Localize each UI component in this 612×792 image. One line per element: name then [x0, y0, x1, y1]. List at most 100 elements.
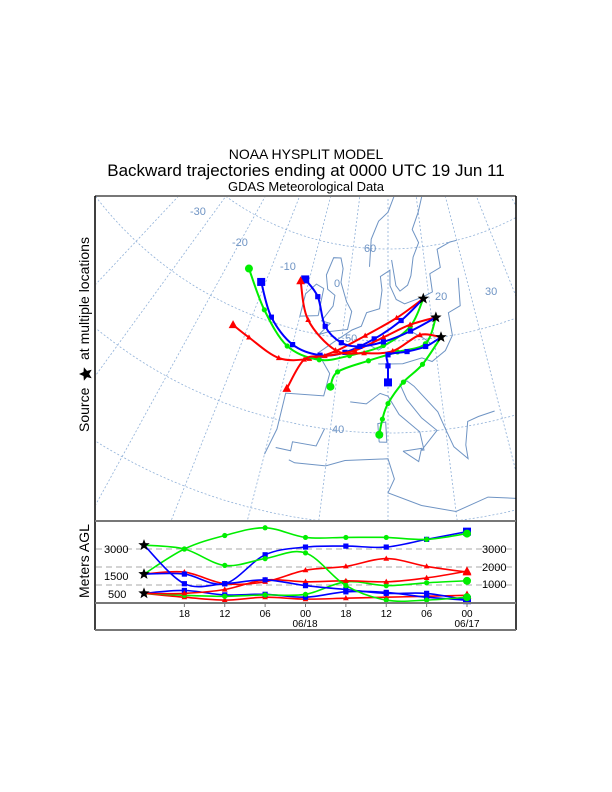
profile-point — [222, 562, 228, 568]
trajectory-point — [361, 350, 367, 356]
source-star-icon — [417, 292, 429, 304]
x-tick-label: 06 — [260, 609, 272, 620]
x-axis-ticks: 18 12 06 00 18 12 06 00 — [179, 603, 473, 620]
coastline-path — [288, 458, 516, 513]
trajectory-point — [296, 276, 306, 285]
star-icon — [79, 367, 92, 381]
lon-label-minus10: -10 — [280, 261, 296, 273]
trajectory-point — [389, 347, 396, 354]
lon-label-20: 20 — [435, 291, 447, 303]
profile-point — [181, 590, 188, 596]
profile-point — [383, 544, 389, 550]
profile-point — [343, 543, 349, 549]
trajectory-point — [228, 320, 238, 329]
trajectory-point — [380, 339, 386, 345]
meridian-line — [96, 197, 179, 285]
chart-subtitle: Backward trajectories ending at 0000 UTC… — [107, 161, 505, 180]
parallel-line — [226, 197, 516, 250]
profile-point — [302, 544, 309, 550]
trajectory-point — [423, 343, 429, 350]
coastline-path — [377, 421, 388, 443]
trajectory-point — [261, 307, 267, 313]
source-star-icon — [435, 331, 447, 342]
trajectory-point — [301, 356, 307, 362]
trajectory-point — [379, 416, 385, 422]
profile-point — [423, 563, 430, 569]
trajectory-point — [407, 321, 413, 327]
profile-point — [343, 586, 349, 593]
trajectory-point — [351, 347, 358, 353]
trajectory-point — [404, 348, 410, 355]
profile-point — [262, 577, 268, 583]
y-left-label-500: 500 — [108, 589, 126, 601]
meridian-line — [170, 197, 300, 521]
y-right-label-2000: 2000 — [482, 562, 506, 574]
profile-point — [383, 597, 389, 603]
trajectory-point — [322, 323, 328, 329]
meridian-line — [445, 197, 516, 474]
lon-label-30: 30 — [485, 286, 497, 298]
profile-point — [221, 586, 228, 592]
trajectory-point — [315, 294, 321, 300]
trajectory-line — [385, 336, 442, 383]
profile-point — [463, 576, 471, 585]
trajectory-red-1500m — [282, 316, 437, 392]
multiple-locations-label: at multiple locations — [76, 237, 92, 360]
parallel-line — [96, 327, 516, 434]
trajectory-point — [275, 354, 282, 361]
profile-point — [181, 546, 187, 552]
trajectory-point — [257, 277, 266, 286]
profile-point — [302, 534, 309, 541]
lon-label-minus30: -30 — [190, 206, 206, 218]
trajectory-point — [246, 334, 252, 340]
trajectory-point — [317, 352, 323, 358]
coastline-path — [299, 283, 325, 317]
trajectory-point — [362, 332, 369, 338]
profile-point — [383, 555, 390, 561]
parallel-line — [310, 22, 451, 65]
trajectory-point — [305, 316, 312, 323]
profile-point — [424, 597, 430, 603]
profile-point — [383, 590, 389, 596]
y-left-label-3000: 3000 — [104, 544, 128, 556]
x-tick-label: 00 — [461, 609, 473, 620]
profile-point — [462, 566, 472, 575]
coastline-path — [369, 197, 395, 267]
trajectory-blue-3000m — [384, 336, 442, 387]
profile-point — [463, 593, 471, 602]
meridian-line — [510, 197, 516, 207]
profile-point — [221, 596, 228, 603]
profile-point — [302, 591, 309, 597]
profile-point — [343, 534, 349, 541]
trajectory-point — [398, 317, 404, 324]
trajectory-point — [371, 336, 377, 342]
profile-point — [343, 583, 349, 589]
profile-point — [463, 529, 471, 538]
coastline-path — [350, 380, 495, 460]
profile-red-3000m — [143, 566, 472, 596]
trajectory-point — [400, 379, 407, 385]
profile-point — [383, 534, 389, 541]
trajectory-point — [380, 334, 387, 340]
trajectory-point — [393, 314, 400, 320]
trajectory-point — [357, 343, 363, 349]
trajectory-line — [247, 268, 425, 362]
profile-point — [222, 593, 228, 599]
height-profile-panel: 3000 1500 500 3000 2000 1000 18 12 06 00 18 1… — [96, 525, 516, 630]
x-tick-label: 18 — [179, 609, 191, 620]
data-source-label: GDAS Meteorological Data — [227, 179, 385, 194]
profile-point — [181, 571, 187, 577]
lon-label-0: 0 — [334, 278, 340, 290]
x-date-label-0618: 06/18 — [292, 619, 317, 630]
profile-point — [383, 578, 390, 584]
profile-point — [424, 580, 430, 586]
trajectory-lines — [228, 264, 447, 439]
y-axis-label: Meters AGL — [76, 524, 92, 598]
profile-point — [302, 583, 309, 589]
profile-point — [262, 592, 268, 598]
x-tick-label: 06 — [421, 609, 433, 620]
coastline-path — [402, 447, 423, 463]
profile-point — [343, 563, 349, 569]
x-tick-label: 12 — [381, 609, 393, 620]
